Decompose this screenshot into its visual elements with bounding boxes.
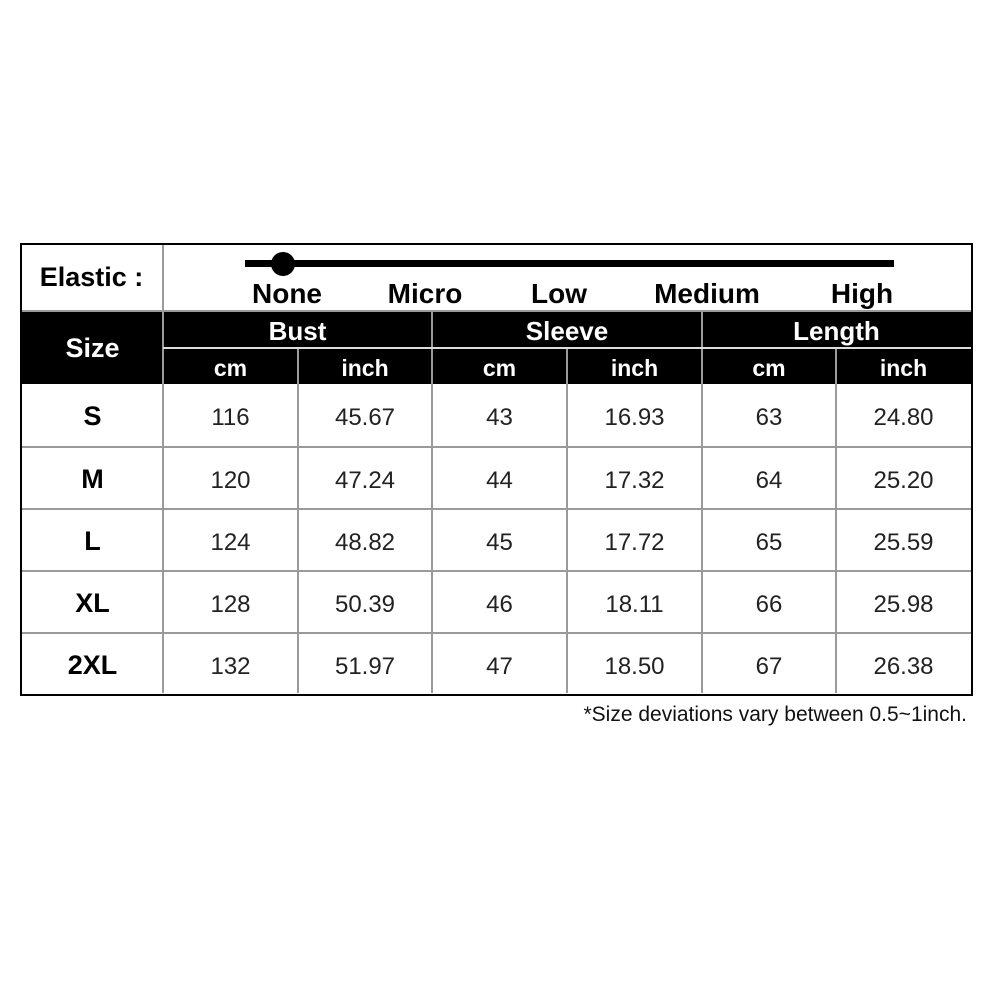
table-cell: 124 <box>210 529 251 556</box>
table-cell: 17.32 <box>604 467 665 494</box>
table-cell: 51.97 <box>334 653 396 680</box>
header-unit-inch: inch <box>879 355 928 381</box>
table-cell: 18.50 <box>604 653 665 680</box>
size-S: S <box>83 401 102 431</box>
elastic-level-medium: Medium <box>654 278 760 309</box>
table-cell: 24.80 <box>873 404 934 431</box>
table-cell: 48.82 <box>334 529 396 556</box>
divider <box>835 348 837 693</box>
divider <box>22 446 971 448</box>
size-note: *Size deviations vary between 0.5~1inch. <box>583 703 968 726</box>
header-length: Length <box>793 316 880 346</box>
size-L: L <box>84 526 101 556</box>
divider <box>162 245 164 693</box>
table-cell: 25.59 <box>873 529 934 556</box>
table-cell: 67 <box>755 653 783 680</box>
size-XL: XL <box>75 588 110 618</box>
elastic-label: Elastic : <box>39 262 144 292</box>
divider <box>22 508 971 510</box>
table-cell: 46 <box>486 591 513 618</box>
divider <box>22 632 971 634</box>
header-bust: Bust <box>268 316 327 346</box>
table-cell: 116 <box>211 404 250 431</box>
table-cell: 18.11 <box>605 591 664 618</box>
header-unit-cm: cm <box>213 355 248 381</box>
table-cell: 45.67 <box>334 404 396 431</box>
elastic-level-micro: Micro <box>387 278 463 309</box>
header-sleeve: Sleeve <box>525 316 609 346</box>
header-unit-inch: inch <box>341 355 389 381</box>
table-cell: 43 <box>486 404 513 431</box>
table-cell: 45 <box>486 529 513 556</box>
header-unit-cm: cm <box>752 355 786 381</box>
divider <box>431 311 433 693</box>
divider <box>566 348 568 693</box>
header-size: Size <box>65 333 120 363</box>
divider <box>297 348 299 693</box>
table-cell: 120 <box>210 467 251 494</box>
divider <box>22 310 971 312</box>
table-cell: 66 <box>755 591 783 618</box>
table-cell: 47.24 <box>334 467 396 494</box>
elastic-level-high: High <box>830 278 894 309</box>
elastic-level-low: Low <box>531 278 587 309</box>
table-cell: 16.93 <box>604 404 665 431</box>
elastic-level-none: None <box>252 278 322 309</box>
divider <box>701 311 703 693</box>
table-cell: 63 <box>755 404 783 431</box>
table-cell: 47 <box>486 653 513 680</box>
table-cell: 128 <box>210 591 251 618</box>
table-cell: 26.38 <box>873 653 934 680</box>
elasticity-scale <box>245 260 894 267</box>
table-cell: 65 <box>755 529 783 556</box>
table-cell: 25.20 <box>873 467 934 494</box>
size-2XL: 2XL <box>67 650 118 680</box>
table-cell: 17.72 <box>604 529 665 556</box>
size-M: M <box>81 464 104 494</box>
table-cell: 132 <box>210 653 251 680</box>
table-cell: 25.98 <box>873 591 934 618</box>
divider <box>163 347 971 349</box>
header-unit-inch: inch <box>610 355 659 381</box>
table-cell: 50.39 <box>334 591 396 618</box>
table-cell: 64 <box>755 467 783 494</box>
elasticity-marker <box>271 252 295 276</box>
header-unit-cm: cm <box>482 355 517 381</box>
table-cell: 44 <box>486 467 513 494</box>
divider <box>22 570 971 572</box>
